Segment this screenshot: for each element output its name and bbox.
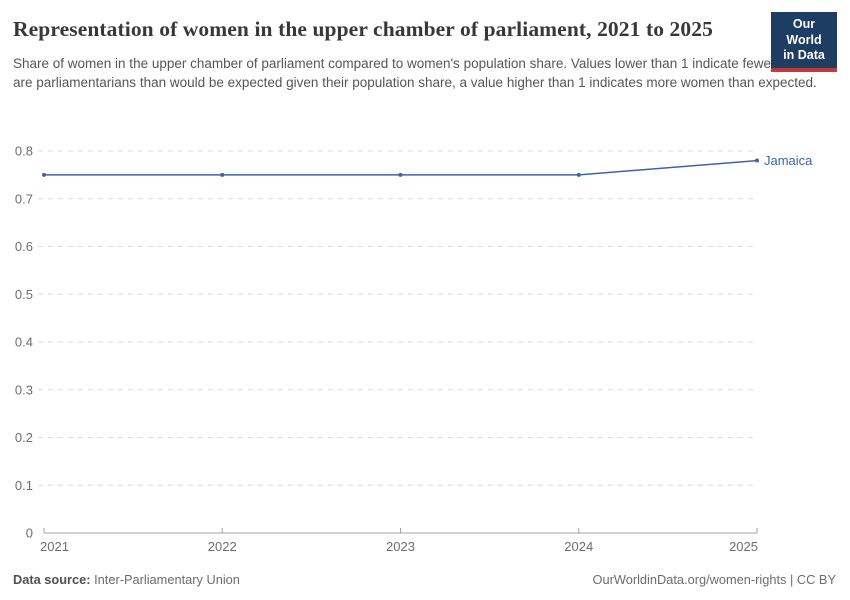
x-axis-tick-label: 2023 [386, 539, 415, 554]
x-axis-tick-label: 2024 [564, 539, 593, 554]
data-source-label: Data source: [13, 572, 91, 587]
y-axis-tick-label: 0.4 [15, 335, 33, 350]
owid-logo: Our World in Data [771, 12, 837, 72]
x-axis-tick-label: 2021 [40, 539, 69, 554]
y-axis-tick-label: 0.3 [15, 382, 33, 397]
data-point[interactable] [220, 172, 225, 177]
y-axis-tick-label: 0.8 [15, 144, 33, 159]
x-axis-tick-label: 2025 [729, 539, 758, 554]
page-title: Representation of women in the upper cha… [13, 17, 713, 41]
data-source: Data source: Inter-Parliamentary Union [13, 572, 240, 587]
y-axis-tick-label: 0 [26, 526, 33, 541]
data-source-value: Inter-Parliamentary Union [94, 572, 240, 587]
owid-logo-line1: Our World [786, 17, 822, 47]
x-axis-tick-label: 2022 [208, 539, 237, 554]
owid-logo-line2: in Data [783, 48, 825, 62]
series-end-label[interactable]: Jamaica [764, 153, 813, 168]
data-point[interactable] [398, 172, 403, 177]
y-axis-tick-label: 0.7 [15, 191, 33, 206]
chart-header: Representation of women in the upper cha… [13, 12, 837, 92]
chart-subtitle: Share of women in the upper chamber of p… [13, 56, 823, 90]
series-line[interactable] [44, 159, 758, 176]
y-axis-tick-label: 0.5 [15, 287, 33, 302]
data-point[interactable] [755, 158, 759, 163]
y-axis-tick-label: 0.2 [15, 430, 33, 445]
y-axis-tick-label: 0.1 [15, 478, 33, 493]
data-point[interactable] [576, 172, 581, 177]
chart-footer: Data source: Inter-Parliamentary Union O… [13, 572, 836, 587]
data-point[interactable] [42, 172, 46, 177]
credit-line: OurWorldinData.org/women-rights | CC BY [592, 572, 836, 587]
y-axis-tick-label: 0.6 [15, 239, 33, 254]
